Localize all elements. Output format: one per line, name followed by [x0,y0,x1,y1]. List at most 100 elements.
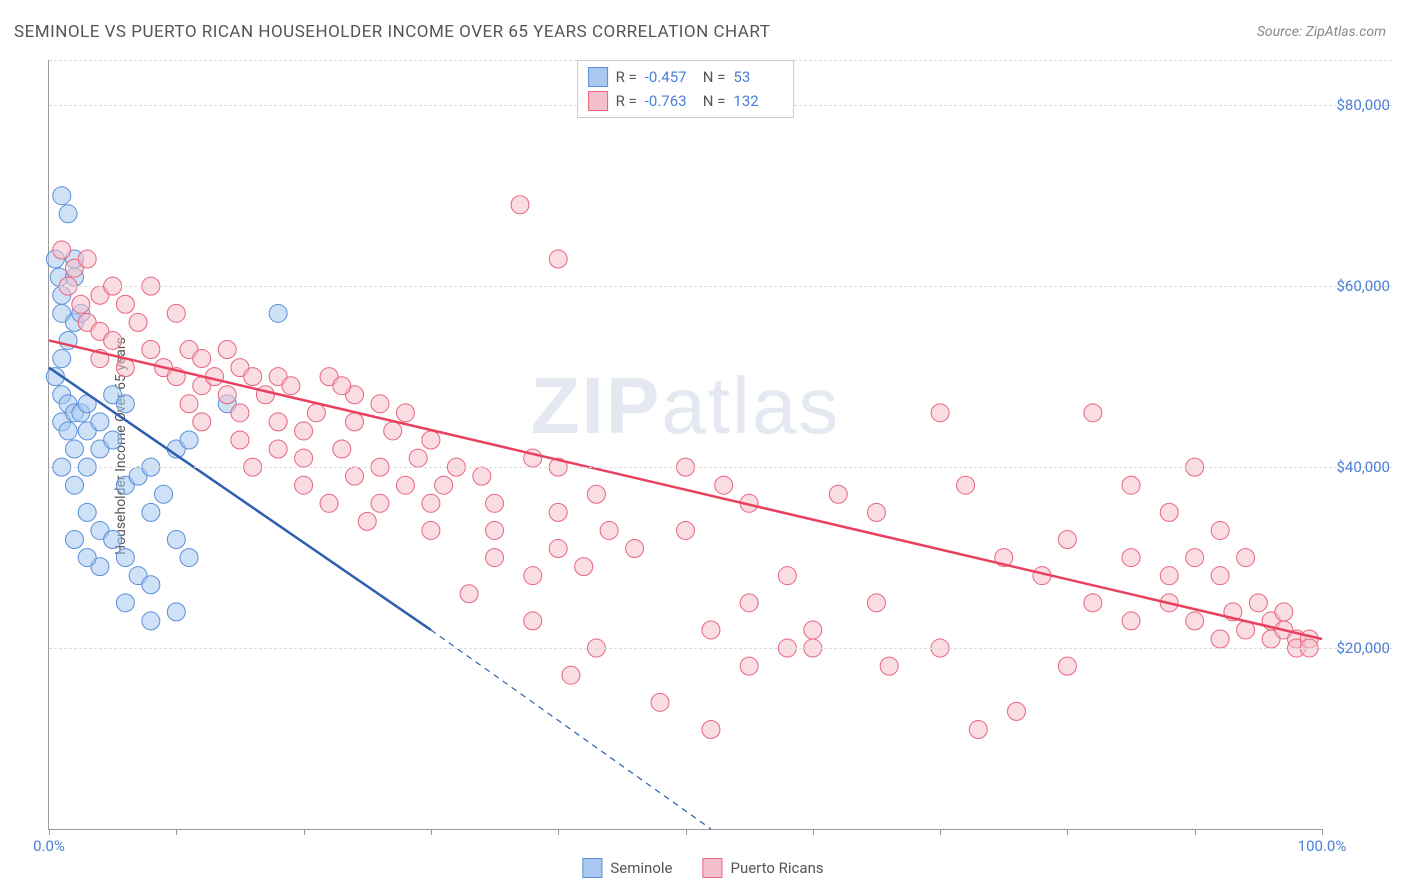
chart-title: SEMINOLE VS PUERTO RICAN HOUSEHOLDER INC… [14,22,770,42]
data-point [1122,549,1140,567]
data-point [396,476,414,494]
x-tick [1322,829,1323,835]
data-point [269,440,287,458]
data-point [116,295,134,313]
data-point [422,431,440,449]
legend-bottom: SeminolePuerto Ricans [582,858,823,878]
data-point [371,494,389,512]
data-point [486,494,504,512]
data-point [486,521,504,539]
data-point [269,304,287,322]
data-point [295,476,313,494]
legend-swatch [582,858,602,878]
y-tick-label: $60,000 [1324,277,1390,295]
data-point [104,331,122,349]
data-point [702,621,720,639]
gridline [49,467,1392,468]
data-point [53,241,71,259]
data-point [1186,549,1204,567]
data-point [180,549,198,567]
trend-line-extrapolated [431,630,711,829]
n-value: 53 [733,68,783,86]
data-point [218,341,236,359]
data-point [778,567,796,585]
x-tick [558,829,559,835]
data-point [142,503,160,521]
data-point [65,530,83,548]
x-tick [49,829,50,835]
x-tick [176,829,177,835]
data-point [511,196,529,214]
data-point [575,558,593,576]
x-tick-label: 0.0% [33,837,65,855]
data-point [218,386,236,404]
data-point [167,530,185,548]
data-point [256,386,274,404]
data-point [53,187,71,205]
data-point [867,594,885,612]
data-point [435,476,453,494]
data-point [65,440,83,458]
data-point [269,413,287,431]
data-point [167,304,185,322]
data-point [702,720,720,738]
x-tick [686,829,687,835]
data-point [1237,549,1255,567]
data-point [142,576,160,594]
data-point [562,666,580,684]
data-point [142,341,160,359]
data-point [116,594,134,612]
data-point [180,395,198,413]
stats-row: R = -0.763 N = 132 [588,89,784,113]
data-point [1122,612,1140,630]
chart-svg [49,60,1322,829]
legend-item: Seminole [582,858,672,878]
r-label: R = [616,92,637,110]
data-point [129,313,147,331]
data-point [600,521,618,539]
data-point [1160,567,1178,585]
data-point [1186,612,1204,630]
data-point [307,404,325,422]
data-point [422,494,440,512]
data-point [1211,567,1229,585]
data-point [829,485,847,503]
data-point [409,449,427,467]
data-point [1122,476,1140,494]
data-point [549,540,567,558]
data-point [1058,657,1076,675]
data-point [1058,530,1076,548]
data-point [1007,702,1025,720]
plot-region: R = -0.457 N = 53 R = -0.763 N = 132 ZIP… [48,60,1322,830]
x-tick [813,829,814,835]
data-point [626,540,644,558]
data-point [91,413,109,431]
n-value: 132 [733,92,783,110]
legend-swatch [703,858,723,878]
data-point [1211,521,1229,539]
data-point [460,585,478,603]
gridline [49,648,1392,649]
x-tick [304,829,305,835]
data-point [193,413,211,431]
data-point [116,395,134,413]
data-point [1275,603,1293,621]
data-point [1084,594,1102,612]
data-point [295,422,313,440]
y-tick-label: $40,000 [1324,458,1390,476]
data-point [180,431,198,449]
data-point [371,395,389,413]
data-point [677,521,695,539]
data-point [1249,594,1267,612]
data-point [804,621,822,639]
data-point [486,549,504,567]
data-point [282,377,300,395]
data-point [53,350,71,368]
data-point [104,530,122,548]
r-value: -0.763 [645,92,695,110]
data-point [116,359,134,377]
data-point [244,368,262,386]
data-point [116,549,134,567]
r-label: R = [616,68,637,86]
data-point [78,549,96,567]
